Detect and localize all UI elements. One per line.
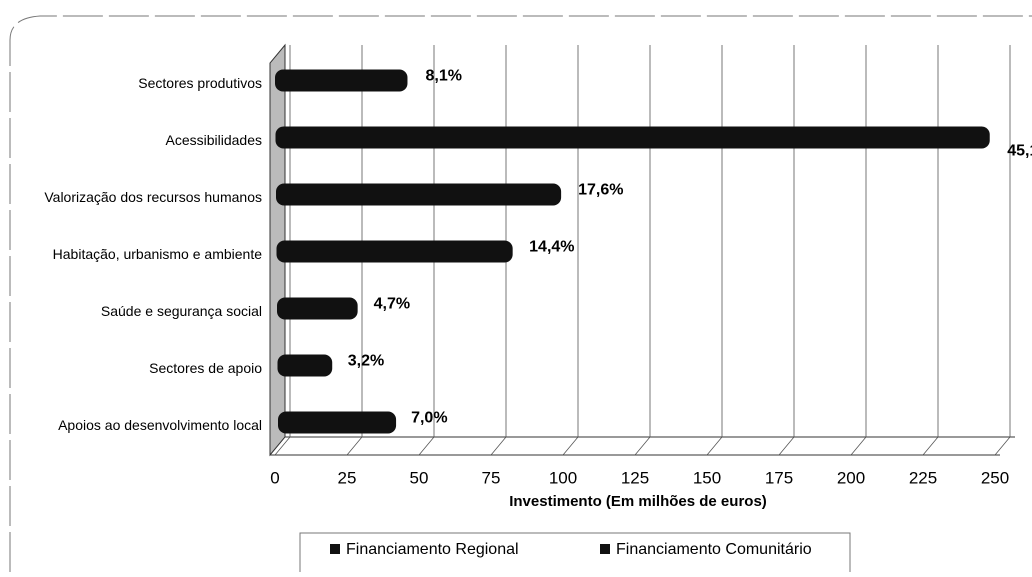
y-tick-label: Sectores produtivos (138, 75, 262, 91)
legend-label: Financiamento Regional (346, 541, 519, 558)
grid-line (418, 436, 435, 456)
legend-box (299, 532, 851, 577)
data-label: 7,0% (411, 410, 447, 427)
x-tick-label: 125 (621, 468, 649, 487)
bar (275, 126, 990, 149)
y-tick-label: Acessibilidades (166, 132, 263, 148)
data-label: 14,4% (529, 239, 574, 256)
x-axis-label: Investimento (Em milhões de euros) (509, 493, 767, 510)
data-label: 45,1% (1007, 143, 1032, 160)
x-tick-label: 0 (270, 468, 279, 487)
y-tick-label: Sectores de apoio (149, 360, 262, 376)
grid-line (634, 436, 651, 456)
x-tick-label: 175 (765, 468, 793, 487)
data-label: 8,1% (425, 68, 461, 85)
data-label: 3,2% (348, 353, 384, 370)
y-tick-label: Habitação, urbanismo e ambiente (53, 246, 263, 262)
bar (278, 411, 397, 434)
y-tick-label: Saúde e segurança social (101, 303, 262, 319)
x-tick-label: 50 (410, 468, 429, 487)
x-tick-label: 200 (837, 468, 865, 487)
x-tick-label: 75 (482, 468, 501, 487)
data-label: 4,7% (374, 296, 410, 313)
grid-line (994, 436, 1011, 456)
x-tick-label: 150 (693, 468, 721, 487)
grid-line (274, 436, 291, 456)
grid-line (562, 436, 579, 456)
bar (275, 69, 408, 92)
grid-line (778, 436, 795, 456)
y-tick-label: Apoios ao desenvolvimento local (58, 417, 262, 433)
bar (276, 183, 562, 206)
legend-swatch (600, 544, 610, 554)
bar (277, 354, 333, 377)
grid-line (346, 436, 363, 456)
legend-swatch (330, 544, 340, 554)
frame (9, 15, 1032, 572)
grid-line (850, 436, 867, 456)
grid-line (490, 436, 507, 456)
x-tick-label: 100 (549, 468, 577, 487)
x-tick-label: 225 (909, 468, 937, 487)
x-tick-label: 25 (338, 468, 357, 487)
legend-label: Financiamento Comunitário (616, 541, 812, 558)
bar (276, 240, 513, 263)
x-tick-label: 250 (981, 468, 1009, 487)
data-label: 17,6% (578, 182, 623, 199)
bar (277, 297, 358, 320)
y-tick-label: Valorização dos recursos humanos (44, 189, 262, 205)
grid-line (922, 436, 939, 456)
grid-line (706, 436, 723, 456)
